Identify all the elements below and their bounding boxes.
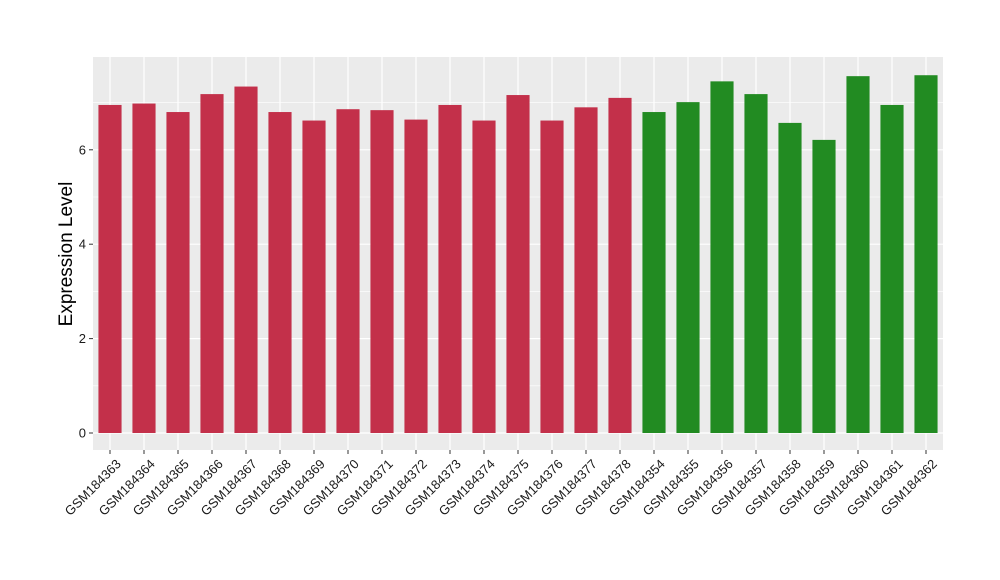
bar-GSM184364 xyxy=(132,103,156,433)
y-tick-label: 2 xyxy=(79,331,86,346)
bar-GSM184375 xyxy=(506,95,530,433)
y-axis-title: Expression Level xyxy=(56,182,77,327)
bar-GSM184368 xyxy=(268,112,292,433)
bar-GSM184377 xyxy=(574,107,598,433)
bar-GSM184366 xyxy=(200,94,224,433)
bar-GSM184374 xyxy=(472,120,496,433)
bar-GSM184362 xyxy=(914,75,938,433)
bar-GSM184358 xyxy=(778,122,802,433)
bar-GSM184367 xyxy=(234,86,258,433)
bar-GSM184363 xyxy=(98,104,122,434)
bar-GSM184369 xyxy=(302,120,326,433)
bar-GSM184365 xyxy=(166,112,190,433)
bar-GSM184360 xyxy=(846,76,870,433)
bar-GSM184359 xyxy=(812,139,836,433)
bar-GSM184373 xyxy=(438,104,462,434)
bar-GSM184357 xyxy=(744,94,768,433)
y-tick-label: 6 xyxy=(79,142,86,157)
bar-GSM184371 xyxy=(370,110,394,433)
bar-GSM184370 xyxy=(336,109,360,433)
y-tick-label: 4 xyxy=(79,237,86,252)
bar-GSM184356 xyxy=(710,81,734,434)
y-axis: 0 2 4 6 xyxy=(79,142,93,441)
bar-GSM184354 xyxy=(642,112,666,433)
bar-GSM184355 xyxy=(676,102,700,434)
y-tick-label: 0 xyxy=(79,426,86,441)
bar-GSM184372 xyxy=(404,119,428,433)
bars xyxy=(98,75,938,434)
x-axis: GSM184363GSM184364GSM184365GSM184366GSM1… xyxy=(62,450,940,519)
bar-GSM184378 xyxy=(608,97,632,433)
bar-GSM184376 xyxy=(540,120,564,433)
bar-GSM184361 xyxy=(880,104,904,434)
